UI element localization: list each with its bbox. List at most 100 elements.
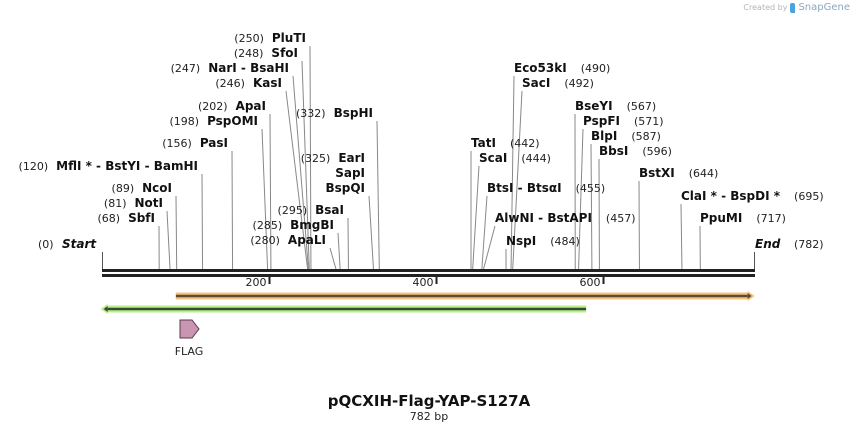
enzyme-name[interactable]: SbfI <box>128 211 155 225</box>
cut-site-line <box>166 210 171 270</box>
enzyme-site[interactable]: SapI <box>335 166 365 180</box>
enzyme-site[interactable]: SbfI (68) <box>97 211 155 225</box>
enzyme-site[interactable]: ApaLI (280) <box>250 233 326 247</box>
enzyme-site[interactable]: SfoI (248) <box>234 46 298 60</box>
enzyme-name[interactable]: NcoI <box>142 181 172 195</box>
enzyme-site[interactable]: BspHI (332) <box>296 106 373 120</box>
enzyme-site[interactable]: TatI (442) <box>471 136 540 150</box>
enzyme-site[interactable]: AlwNI - BstAPI (457) <box>495 211 636 225</box>
enzyme-name[interactable]: BseYI <box>575 99 613 113</box>
enzyme-site[interactable]: NarI - BsaHI (247) <box>171 61 289 75</box>
enzyme-site[interactable]: BtsI - BtsαI (455) <box>487 181 605 195</box>
enzyme-site[interactable]: ApaI (202) <box>198 99 266 113</box>
enzyme-site[interactable]: BlpI (587) <box>591 129 661 143</box>
ruler-tick-label: 600 <box>580 276 601 289</box>
enzyme-name[interactable]: BtsI - BtsαI <box>487 181 562 195</box>
enzyme-position: (120) <box>19 160 49 173</box>
cut-site-line <box>292 75 309 270</box>
enzyme-name[interactable]: PspFI <box>583 114 620 128</box>
enzyme-site[interactable]: ClaI * - BspDI * (695) <box>681 189 824 203</box>
enzyme-site[interactable]: NspI (484) <box>506 234 580 248</box>
enzyme-name[interactable]: ScaI <box>479 151 507 165</box>
enzyme-name[interactable]: KasI <box>253 76 282 90</box>
enzyme-name[interactable]: PasI <box>200 136 228 150</box>
enzyme-site[interactable]: BmgBI (285) <box>253 218 334 232</box>
enzyme-name[interactable]: BspQI <box>325 181 365 195</box>
cut-site-line <box>680 203 683 270</box>
enzyme-position: (571) <box>634 115 664 128</box>
enzyme-name[interactable]: BbsI <box>599 144 628 158</box>
enzyme-site[interactable]: Eco53kI (490) <box>514 61 610 75</box>
backbone-top-strand <box>102 269 755 272</box>
enzyme-name[interactable]: ClaI * - BspDI * <box>681 189 781 203</box>
enzyme-name[interactable]: PpuMI <box>700 211 742 225</box>
ruler-ticks: 200 400 600 <box>246 276 605 289</box>
enzyme-site[interactable]: PspOMI (198) <box>169 114 258 128</box>
enzyme-position: (490) <box>581 62 611 75</box>
enzyme-site[interactable]: BsaI (295) <box>278 203 344 217</box>
enzyme-position: (156) <box>162 137 192 150</box>
cut-site-line <box>368 195 374 270</box>
enzyme-site[interactable]: BbsI (596) <box>599 144 672 158</box>
enzyme-name[interactable]: MflI * - BstYI - BamHI <box>56 159 198 173</box>
enzyme-position: (587) <box>631 130 661 143</box>
enzyme-site[interactable]: NcoI (89) <box>112 181 172 195</box>
enzyme-name[interactable]: PspOMI <box>207 114 258 128</box>
enzyme-name[interactable]: NotI <box>135 196 164 210</box>
enzyme-site[interactable]: PspFI (571) <box>583 114 664 128</box>
arrow-right-icon <box>747 293 752 299</box>
enzyme-position: (280) <box>250 234 280 247</box>
cut-site-line <box>231 150 234 270</box>
enzyme-name[interactable]: BmgBI <box>290 218 334 232</box>
enzyme-site[interactable]: MflI * - BstYI - BamHI (120) <box>19 159 198 173</box>
end-label: End <box>755 237 781 251</box>
enzyme-site[interactable]: SacI (492) <box>522 76 594 90</box>
enzyme-site[interactable]: PluTI (250) <box>234 31 306 45</box>
enzyme-name[interactable]: AlwNI - BstAPI <box>495 211 592 225</box>
start-position: (0) <box>38 238 54 251</box>
enzyme-name[interactable]: TatI <box>471 136 496 150</box>
flag-arrow-icon[interactable] <box>179 319 200 339</box>
enzyme-name[interactable]: BstXI <box>639 166 675 180</box>
cut-site-line <box>261 128 269 270</box>
green-orf-feature[interactable] <box>100 304 587 314</box>
cut-site-line <box>590 143 593 270</box>
enzyme-site[interactable]: BseYI (567) <box>575 99 656 113</box>
enzyme-name[interactable]: SfoI <box>271 46 298 60</box>
enzyme-position: (596) <box>642 145 672 158</box>
enzyme-site[interactable]: BspQI <box>325 181 365 195</box>
enzyme-site[interactable]: EarI (325) <box>301 151 365 165</box>
enzyme-name[interactable]: BspHI <box>334 106 373 120</box>
enzyme-position: (484) <box>550 235 580 248</box>
enzyme-name[interactable]: EarI <box>338 151 365 165</box>
flag-label: FLAG <box>175 345 204 358</box>
enzyme-site[interactable]: PpuMI (717) <box>700 211 786 225</box>
enzyme-site[interactable]: PasI (156) <box>162 136 228 150</box>
enzyme-site[interactable]: NotI (81) <box>104 196 163 210</box>
enzyme-site[interactable]: ScaI (444) <box>479 151 551 165</box>
enzyme-name[interactable]: NarI - BsaHI <box>208 61 289 75</box>
enzyme-name[interactable]: PluTI <box>272 31 306 45</box>
enzyme-name[interactable]: BlpI <box>591 129 617 143</box>
cut-site-line <box>201 173 204 270</box>
enzyme-site[interactable]: BstXI (644) <box>639 166 718 180</box>
enzyme-position: (250) <box>234 32 264 45</box>
enzyme-position: (695) <box>794 190 824 203</box>
ruler-tick-label: 200 <box>246 276 267 289</box>
enzyme-position: (717) <box>756 212 786 225</box>
enzyme-position: (567) <box>627 100 657 113</box>
enzyme-position: (198) <box>169 115 199 128</box>
credit-prefix: Created by <box>743 3 788 12</box>
enzyme-name[interactable]: ApaLI <box>288 233 326 247</box>
enzyme-name[interactable]: BsaI <box>315 203 344 217</box>
enzyme-name[interactable]: SacI <box>522 76 550 90</box>
cut-site-line <box>175 195 178 270</box>
enzyme-name[interactable]: NspI <box>506 234 536 248</box>
flag-feature[interactable]: FLAG <box>175 319 204 358</box>
orange-orf-feature[interactable] <box>175 291 755 301</box>
enzyme-name[interactable]: SapI <box>335 166 365 180</box>
enzyme-name[interactable]: Eco53kI <box>514 61 567 75</box>
enzyme-name[interactable]: ApaI <box>236 99 266 113</box>
enzyme-site[interactable]: KasI (246) <box>215 76 282 90</box>
